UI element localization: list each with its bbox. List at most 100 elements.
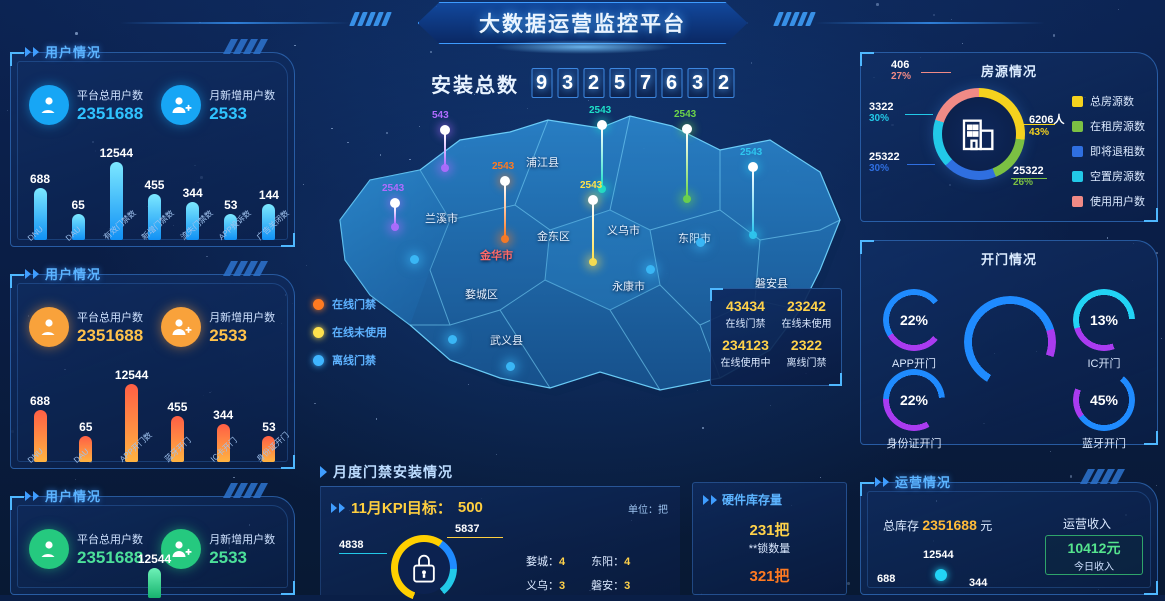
housing-legend-item-4[interactable]: 使用用户数 — [1072, 193, 1145, 209]
door-ring-percent-1: 13% — [1073, 289, 1135, 351]
stat-label: 平台总用户数 — [77, 90, 143, 102]
hardware-stock-panel: 硬件库存量 231把 **锁数量 321把 — [692, 482, 847, 595]
doors-panel-title: 开门情况 — [861, 249, 1157, 268]
access-stats-box: 43434 在线门禁 23242 在线未使用 234123 在线使用中 2322 离线门禁 — [710, 288, 842, 386]
bar-value: 144 — [259, 188, 279, 202]
legend-label: 在租房源数 — [1090, 118, 1145, 134]
user-panel-3-bar-chart: 12544 — [25, 558, 284, 598]
housing-legend-item-0[interactable]: 总房源数 — [1072, 93, 1145, 109]
access-stat-0: 43434 在线门禁 — [715, 298, 776, 337]
city-install-value: 4 — [624, 556, 630, 568]
map-label-5: 金华市 — [480, 247, 513, 263]
housing-legend: 总房源数在租房源数即将退租数空置房源数使用用户数 — [1072, 93, 1145, 218]
city-install-value: 4 — [559, 556, 565, 568]
title-rail-left — [120, 22, 350, 24]
city-install-东阳: 东阳：4 — [591, 553, 630, 569]
monthly-install-section: 月度门禁安装情况 11月KPI目标： 500 单位：把 — [320, 462, 680, 595]
kpi-left-line — [339, 553, 387, 554]
map-glow-dot-1 — [448, 335, 457, 344]
map-legend: 在线门禁在线未使用离线门禁 — [313, 296, 387, 380]
bar-value: 12544 — [138, 552, 171, 566]
panel-corner-deco — [223, 39, 268, 54]
map-label-7: 永康市 — [612, 278, 645, 294]
housing-callout-percent: 43% — [1029, 127, 1064, 138]
map-label-4: 东阳市 — [678, 230, 711, 246]
housing-callout-percent: 30% — [869, 113, 893, 124]
install-total-label: 安装总数 — [431, 69, 519, 98]
housing-callout-value: 3322 — [869, 101, 893, 113]
map-legend-item-1[interactable]: 在线未使用 — [313, 324, 387, 340]
housing-panel: 房源情况 406 27% 6206人 43% 25322 26% 25322 30% 3322 3… — [860, 52, 1158, 222]
legend-color-dot — [313, 355, 324, 366]
housing-legend-item-1[interactable]: 在租房源数 — [1072, 118, 1145, 134]
panel-corner-deco — [223, 261, 268, 276]
legend-color-swatch — [1072, 196, 1083, 207]
housing-callout-0: 406 27% — [891, 59, 911, 82]
map-legend-item-2[interactable]: 离线门禁 — [313, 352, 387, 368]
housing-callout-4: 3322 30% — [869, 101, 893, 124]
map-legend-item-0[interactable]: 在线门禁 — [313, 296, 387, 312]
hardware-primary-value: 231把 — [693, 519, 846, 540]
user-panel-1-bar-chart: 688 DNU 65 DAU 12544 有效门禁数 455 新增门禁数 344 流失门禁数 53 A… — [25, 128, 284, 240]
user-panel-2-header: 用户情况 — [25, 264, 101, 283]
housing-callout-line-1 — [1019, 124, 1055, 125]
user-plus-icon — [161, 85, 201, 125]
title-glow — [493, 40, 673, 54]
doors-total-ring: 2512233 总开门数 — [964, 296, 1056, 388]
stat-value: 2351688 — [77, 326, 143, 346]
bar-label: DAU — [72, 447, 91, 465]
operations-income-value: 10412元 — [1068, 538, 1121, 558]
stat-label: 月新增用户数 — [209, 90, 275, 102]
housing-legend-item-2[interactable]: 即将退租数 — [1072, 143, 1145, 159]
map-pin-stem — [752, 171, 754, 233]
user-panel-2-title: 用户情况 — [45, 264, 101, 283]
operations-bar-value-2: 344 — [969, 577, 987, 589]
bar-value: 688 — [30, 172, 50, 186]
bar-value: 12544 — [100, 146, 133, 160]
map-pin-stem — [686, 133, 688, 197]
map-pin-stem — [601, 129, 603, 187]
legend-color-swatch — [1072, 121, 1083, 132]
monthly-install-title: 月度门禁安装情况 — [333, 462, 453, 482]
access-stat-1: 23242 在线未使用 — [776, 298, 837, 337]
map-pin-stem — [444, 134, 446, 166]
legend-label: 即将退租数 — [1090, 143, 1145, 159]
install-digit-0: 9 — [531, 68, 552, 98]
stat-label: 月新增用户数 — [209, 312, 275, 324]
chevron-right-icon — [320, 466, 327, 478]
stat-label: 平台总用户数 — [77, 534, 143, 546]
housing-callout-2: 25322 26% — [1013, 165, 1044, 188]
operations-panel: 运营情况 总库存 2351688 元 运营收入 10412元 今日收入 688 1… — [860, 482, 1158, 595]
hardware-secondary-value: 321把 — [693, 565, 846, 586]
user-plus-icon — [161, 307, 201, 347]
dashboard-title-plate: 大数据运营监控平台 — [418, 2, 748, 44]
map-label-6: 婺城区 — [465, 286, 498, 302]
kpi-unit-label: 单位：把 — [628, 501, 668, 516]
doors-total-value: 2512233 — [977, 324, 1043, 344]
map-pin-value-0: 543 — [432, 110, 449, 121]
chevron-right-icon — [331, 503, 345, 513]
user-panel-3-title: 用户情况 — [45, 486, 101, 505]
region-map[interactable]: 浦江县 兰溪市 金东区 义乌市 东阳市 金华市 婺城区 永康市 磐安县 武义县 543 2543 25… — [300, 110, 860, 440]
stat-value: 2533 — [209, 104, 275, 124]
bar-广告关闭数: 144 广告关闭数 — [254, 128, 284, 240]
panel-corner-deco — [1080, 469, 1125, 484]
user-panel-1-monthly: 月新增用户数 2533 — [161, 85, 275, 125]
bar-value: 65 — [71, 198, 84, 212]
housing-legend-item-3[interactable]: 空置房源数 — [1072, 168, 1145, 184]
monthly-install-body: 11月KPI目标： 500 单位：把 4838 5837 婺城： — [320, 486, 680, 595]
install-digit-3: 5 — [609, 68, 630, 98]
install-digit-1: 3 — [557, 68, 578, 98]
dashboard-header: 大数据运营监控平台 — [0, 0, 1165, 46]
legend-label: 在线门禁 — [332, 296, 376, 312]
map-pin-value-3: 2543 — [589, 105, 611, 116]
access-stat-value: 2322 — [776, 337, 837, 353]
hardware-stock-title: 硬件库存量 — [722, 491, 782, 508]
title-wing-right-icon — [776, 12, 813, 26]
kpi-donut — [391, 535, 457, 601]
title-wing-left-icon — [352, 12, 389, 26]
map-glow-dot-0 — [410, 255, 419, 264]
access-stat-label: 在线使用中 — [715, 354, 776, 369]
access-stat-3: 2322 离线门禁 — [776, 337, 837, 376]
hardware-stock-header: 硬件库存量 — [703, 491, 782, 508]
